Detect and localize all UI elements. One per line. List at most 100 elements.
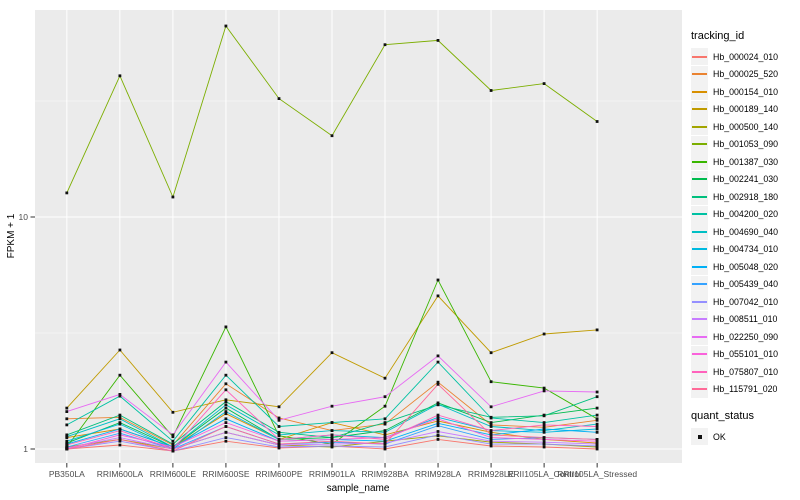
data-point-Hb_055101_010 bbox=[436, 417, 440, 421]
data-point-Hb_055101_010 bbox=[118, 433, 122, 437]
legend-color-line bbox=[692, 178, 707, 181]
legend-key-point-icon bbox=[691, 428, 708, 446]
data-point-Hb_004200_020 bbox=[542, 421, 546, 424]
legend-color-line bbox=[692, 143, 707, 146]
data-point-Hb_005439_040 bbox=[436, 424, 440, 428]
data-point-Hb_005048_020 bbox=[595, 430, 599, 434]
data-point-Hb_001387_030 bbox=[489, 380, 493, 384]
legend-color-line bbox=[692, 195, 707, 198]
legend-label: Hb_005439_040 bbox=[713, 279, 779, 290]
data-point-Hb_004690_040 bbox=[595, 422, 599, 426]
legend-label: Hb_000154_010 bbox=[713, 86, 779, 97]
x-tick-label: RRII105LA_Control bbox=[507, 469, 581, 479]
chart-canvas: PB350LA RRIM600LA RRIM600LE RRIM600SE RRIM60… bbox=[6, 10, 682, 494]
data-point-Hb_002918_180 bbox=[542, 414, 546, 418]
x-tick-label: RRIM901LA bbox=[309, 469, 356, 479]
legend-item: Hb_005048_020 bbox=[691, 258, 799, 276]
data-point-Hb_000189_140 bbox=[118, 348, 122, 352]
data-point-Hb_115791_020 bbox=[118, 438, 122, 441]
data-point-Hb_004690_040 bbox=[118, 417, 122, 421]
data-point-Hb_000024_010 bbox=[383, 447, 387, 451]
plot-panel bbox=[35, 10, 682, 463]
legend-label: Hb_001053_090 bbox=[713, 139, 779, 150]
data-point-Hb_001387_030 bbox=[383, 404, 387, 408]
legend-item: Hb_000500_140 bbox=[691, 118, 799, 136]
data-point-Hb_001053_090 bbox=[489, 89, 493, 92]
legend-key-line-icon bbox=[691, 275, 708, 293]
data-point-Hb_000189_140 bbox=[171, 410, 175, 414]
data-point-Hb_004690_040 bbox=[65, 435, 69, 439]
data-point-Hb_004200_020 bbox=[118, 394, 122, 398]
data-point-Hb_000154_010 bbox=[489, 430, 493, 434]
data-point-Hb_004690_040 bbox=[224, 403, 228, 407]
data-point-Hb_022250_090 bbox=[171, 433, 175, 437]
legend-label: Hb_000025_520 bbox=[713, 69, 779, 80]
legend-color-line bbox=[692, 318, 707, 321]
legend-item: Hb_022250_090 bbox=[691, 328, 799, 346]
legend-quant-title: quant_status bbox=[691, 410, 754, 422]
data-point-Hb_007042_010 bbox=[542, 442, 546, 446]
data-point-Hb_001387_030 bbox=[542, 386, 546, 390]
data-point-Hb_002241_030 bbox=[489, 421, 493, 424]
legend-key-line-icon bbox=[691, 363, 708, 381]
data-point-Hb_075807_010 bbox=[542, 423, 546, 427]
data-point-Hb_115791_020 bbox=[542, 436, 546, 439]
black-square-marker-icon bbox=[697, 434, 702, 439]
legend-key-line-icon bbox=[691, 83, 708, 101]
data-point-Hb_001053_090 bbox=[65, 191, 69, 195]
data-point-Hb_022250_090 bbox=[595, 390, 599, 394]
legend-label: Hb_000500_140 bbox=[713, 121, 779, 132]
data-point-Hb_000189_140 bbox=[436, 294, 440, 298]
legend-color-line bbox=[692, 90, 707, 93]
data-point-Hb_075807_010 bbox=[118, 429, 122, 432]
data-point-Hb_002918_180 bbox=[65, 433, 69, 437]
x-tick-label: PB350LA bbox=[49, 469, 85, 479]
data-point-Hb_005439_040 bbox=[489, 438, 493, 441]
data-point-Hb_115791_020 bbox=[436, 382, 440, 386]
legend-key-line-icon bbox=[691, 223, 708, 241]
legend-color-line bbox=[692, 300, 707, 303]
legend-item: Hb_000189_140 bbox=[691, 100, 799, 119]
data-point-Hb_115791_020 bbox=[595, 438, 599, 441]
data-point-Hb_004690_040 bbox=[489, 425, 493, 428]
legend-label: Hb_000189_140 bbox=[713, 104, 779, 115]
tracking-legend-items: Hb_000024_010 Hb_000025_520 Hb_000154_010 H… bbox=[691, 48, 799, 398]
data-point-Hb_007042_010 bbox=[118, 439, 122, 443]
data-point-Hb_005048_020 bbox=[118, 427, 122, 431]
data-point-Hb_007042_010 bbox=[224, 436, 228, 439]
data-point-Hb_055101_010 bbox=[542, 438, 546, 441]
data-point-Hb_022250_090 bbox=[489, 405, 493, 409]
data-point-Hb_022250_090 bbox=[277, 418, 281, 422]
legend-label: Hb_008511_010 bbox=[713, 314, 778, 325]
legend-color-line bbox=[692, 335, 707, 338]
data-point-Hb_004200_020 bbox=[383, 417, 387, 421]
data-point-Hb_004200_020 bbox=[171, 439, 175, 443]
data-point-Hb_008511_010 bbox=[595, 442, 599, 446]
legend-key-line-icon bbox=[691, 205, 708, 223]
legend-item: Hb_002918_180 bbox=[691, 188, 799, 206]
legend-label: Hb_004200_020 bbox=[713, 209, 779, 220]
y-tick-label: 1 bbox=[23, 444, 28, 454]
data-point-Hb_001387_030 bbox=[171, 435, 175, 439]
data-point-Hb_000024_010 bbox=[224, 439, 228, 443]
data-point-Hb_000189_140 bbox=[224, 398, 228, 402]
data-point-Hb_000025_520 bbox=[542, 425, 546, 429]
legend-key-line-icon bbox=[691, 100, 708, 118]
data-point-Hb_000189_140 bbox=[383, 376, 387, 380]
data-point-Hb_000154_010 bbox=[383, 433, 387, 437]
data-point-Hb_004690_040 bbox=[542, 429, 546, 432]
data-point-Hb_002241_030 bbox=[118, 421, 122, 424]
data-point-Hb_002241_030 bbox=[224, 406, 228, 410]
legend-key-line-icon bbox=[691, 118, 708, 136]
data-point-Hb_005048_020 bbox=[383, 439, 387, 443]
legend-key-line-icon bbox=[691, 293, 708, 311]
data-point-Hb_022250_090 bbox=[224, 360, 228, 364]
data-point-Hb_022250_090 bbox=[542, 389, 546, 393]
data-point-Hb_000154_010 bbox=[224, 412, 228, 416]
data-point-Hb_005048_020 bbox=[542, 427, 546, 431]
legend-label: Hb_002241_030 bbox=[713, 174, 779, 185]
legend-key-line-icon bbox=[691, 135, 708, 153]
data-point-Hb_004200_020 bbox=[595, 413, 599, 417]
data-point-Hb_004200_020 bbox=[224, 373, 228, 377]
